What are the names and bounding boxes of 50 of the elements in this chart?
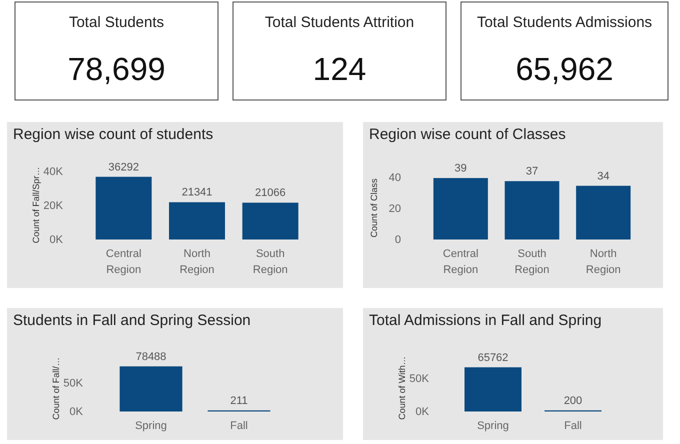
- bar: [242, 202, 298, 240]
- y-tick-label: 0K: [416, 406, 430, 418]
- chart-title: Region wise count of Classes: [369, 126, 566, 143]
- y-tick-label: 0: [394, 234, 401, 246]
- x-tick-label: Fall: [230, 420, 248, 432]
- x-tick-label: Central Region: [442, 248, 478, 276]
- y-tick-label: 50K: [409, 372, 430, 385]
- data-label: 37: [526, 166, 538, 178]
- text: 65,962: [516, 51, 614, 87]
- bar: [169, 202, 225, 240]
- bar: [96, 176, 152, 240]
- data-label: 21341: [182, 186, 212, 199]
- data-label: 78488: [136, 350, 166, 363]
- chart-title: Total Admissions in Fall and Spring: [369, 312, 602, 329]
- y-tick-label: 50K: [63, 378, 84, 390]
- x-tick-label: North Region: [180, 248, 214, 276]
- x-tick-label: Fall: [564, 420, 582, 432]
- x-tick-label: Spring: [135, 420, 167, 432]
- data-label: 34: [597, 170, 610, 182]
- text: Total Students: [68, 14, 164, 31]
- chart-title: Region wise count of students: [13, 126, 214, 143]
- data-label: 211: [230, 394, 248, 407]
- y-tick-label: 0K: [50, 234, 64, 246]
- text: 78,699: [68, 51, 166, 87]
- y-axis-title: Count of Class: [369, 178, 379, 238]
- x-tick-label: South Region: [514, 248, 550, 276]
- x-tick-label: Central Region: [106, 248, 142, 276]
- chart-title: Students in Fall and Spring Session: [13, 312, 251, 329]
- x-tick-label: South Region: [252, 248, 288, 276]
- y-tick-label: 40: [388, 172, 401, 184]
- y-axis-title: Count of Fall/…: [51, 357, 61, 420]
- data-label: 21066: [255, 187, 286, 200]
- text: Total Students Attrition: [264, 14, 414, 31]
- x-tick-label: North Region: [586, 248, 621, 276]
- bar: [576, 186, 631, 240]
- y-tick-label: 20: [388, 202, 401, 215]
- y-tick-label: 40K: [43, 166, 64, 178]
- text: Total Students Admissions: [476, 14, 652, 31]
- data-label: 39: [454, 162, 467, 175]
- data-label: 65762: [478, 352, 508, 364]
- bar: [433, 178, 488, 240]
- y-tick-label: 0K: [70, 406, 84, 418]
- y-tick-label: 20K: [43, 200, 64, 212]
- data-label: 200: [564, 394, 582, 407]
- y-axis-title: Count of Fall/Spr…: [31, 166, 41, 244]
- data-label: 36292: [108, 161, 139, 174]
- bar: [504, 181, 560, 240]
- x-tick-label: Spring: [477, 420, 509, 432]
- text: 124: [312, 51, 366, 87]
- y-axis-title: Count of With…: [397, 356, 407, 420]
